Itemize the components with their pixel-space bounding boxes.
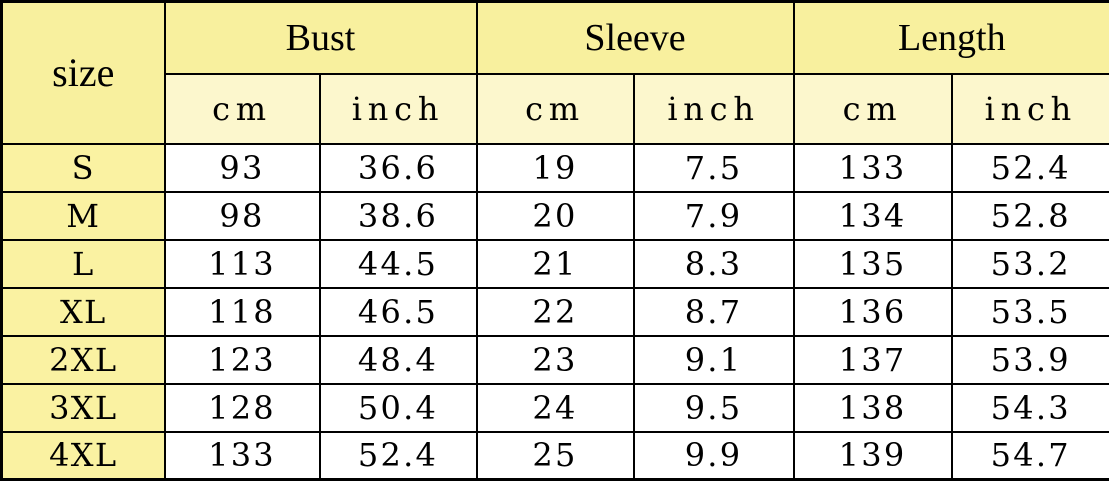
sleeve-inch-cell: 7.5 [632, 142, 795, 193]
sleeve-inch-cell: 7.9 [632, 190, 795, 241]
bust-inch-cell: 46.5 [318, 286, 478, 337]
sleeve-cm-cell: 23 [475, 334, 635, 385]
length-cm-cell: 138 [792, 382, 953, 433]
bust-group-header: Bust [163, 0, 478, 75]
bust-cm-cell: 98 [163, 190, 321, 241]
sleeve-cm-cell: 21 [475, 238, 635, 289]
bust-cm-cell: 123 [163, 334, 321, 385]
length-cm-cell: 135 [792, 238, 953, 289]
bust-cm-unit-header: cm [163, 72, 321, 145]
size-column-header: size [0, 0, 166, 145]
size-cell: M [0, 190, 166, 241]
length-inch-cell: 54.7 [950, 430, 1109, 481]
bust-cm-cell: 118 [163, 286, 321, 337]
length-group-header: Length [792, 0, 1109, 75]
sleeve-inch-cell: 8.3 [632, 238, 795, 289]
sleeve-cm-cell: 19 [475, 142, 635, 193]
bust-inch-cell: 50.4 [318, 382, 478, 433]
sleeve-group-header: Sleeve [475, 0, 795, 75]
length-cm-cell: 139 [792, 430, 953, 481]
sleeve-cm-cell: 25 [475, 430, 635, 481]
table-row-3xl: 3XL 128 50.4 24 9.5 138 54.3 [0, 382, 1109, 433]
bust-inch-cell: 38.6 [318, 190, 478, 241]
sleeve-inch-cell: 9.1 [632, 334, 795, 385]
bust-cm-cell: 93 [163, 142, 321, 193]
table-row-xl: XL 118 46.5 22 8.7 136 53.5 [0, 286, 1109, 337]
length-cm-unit-header: cm [792, 72, 953, 145]
bust-inch-cell: 36.6 [318, 142, 478, 193]
length-cm-cell: 136 [792, 286, 953, 337]
sleeve-inch-cell: 8.7 [632, 286, 795, 337]
length-inch-unit-header: inch [950, 72, 1109, 145]
group-header-row: size Bust Sleeve Length [0, 0, 1109, 145]
sleeve-cm-cell: 22 [475, 286, 635, 337]
bust-inch-cell: 44.5 [318, 238, 478, 289]
bust-cm-cell: 133 [163, 430, 321, 481]
size-cell: L [0, 238, 166, 289]
sleeve-inch-cell: 9.5 [632, 382, 795, 433]
length-inch-cell: 52.8 [950, 190, 1109, 241]
sleeve-cm-unit-header: cm [475, 72, 635, 145]
bust-inch-cell: 52.4 [318, 430, 478, 481]
size-cell: 2XL [0, 334, 166, 385]
table-row-l: L 113 44.5 21 8.3 135 53.2 [0, 238, 1109, 289]
unit-header-row: cm inch cm inch cm inch [2, 72, 1109, 145]
sleeve-cm-cell: 24 [475, 382, 635, 433]
length-cm-cell: 134 [792, 190, 953, 241]
table-row-4xl: 4XL 133 52.4 25 9.9 139 54.7 [0, 430, 1109, 481]
length-inch-cell: 53.2 [950, 238, 1109, 289]
length-inch-cell: 54.3 [950, 382, 1109, 433]
table-row-m: M 98 38.6 20 7.9 134 52.8 [0, 190, 1109, 241]
table-row-s: S 93 36.6 19 7.5 133 52.4 [0, 142, 1109, 193]
size-cell: 4XL [0, 430, 166, 481]
length-inch-cell: 53.5 [950, 286, 1109, 337]
size-cell: XL [0, 286, 166, 337]
table-row-2xl: 2XL 123 48.4 23 9.1 137 53.9 [0, 334, 1109, 385]
length-inch-cell: 52.4 [950, 142, 1109, 193]
bust-cm-cell: 113 [163, 238, 321, 289]
length-cm-cell: 133 [792, 142, 953, 193]
sleeve-inch-cell: 9.9 [632, 430, 795, 481]
sleeve-inch-unit-header: inch [632, 72, 795, 145]
size-cell: 3XL [0, 382, 166, 433]
sleeve-cm-cell: 20 [475, 190, 635, 241]
length-cm-cell: 137 [792, 334, 953, 385]
size-cell: S [0, 142, 166, 193]
bust-inch-unit-header: inch [318, 72, 478, 145]
bust-inch-cell: 48.4 [318, 334, 478, 385]
bust-cm-cell: 128 [163, 382, 321, 433]
length-inch-cell: 53.9 [950, 334, 1109, 385]
